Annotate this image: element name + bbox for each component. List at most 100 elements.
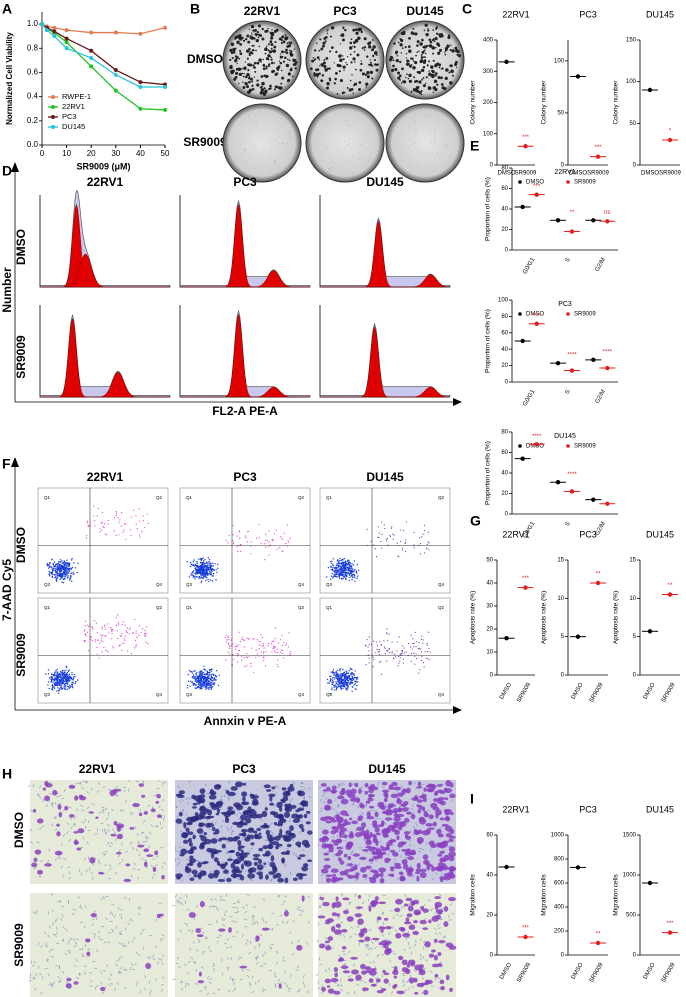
event bbox=[58, 684, 60, 686]
cell bbox=[187, 838, 193, 843]
fiber bbox=[72, 912, 75, 916]
colony bbox=[431, 46, 435, 50]
fiber bbox=[48, 848, 51, 852]
colony bbox=[292, 58, 296, 62]
fiber bbox=[64, 952, 68, 956]
colony bbox=[257, 24, 261, 28]
colony bbox=[260, 61, 262, 63]
colony bbox=[339, 78, 343, 83]
event bbox=[203, 681, 205, 684]
colony bbox=[426, 64, 429, 67]
fiber bbox=[308, 786, 311, 790]
event bbox=[203, 676, 205, 678]
colony bbox=[437, 76, 441, 79]
event bbox=[195, 563, 197, 566]
cell bbox=[272, 866, 278, 873]
colony bbox=[447, 34, 451, 37]
cell bbox=[304, 803, 309, 807]
event bbox=[348, 676, 350, 679]
fiber bbox=[82, 780, 86, 782]
event bbox=[380, 547, 383, 549]
event bbox=[115, 534, 117, 537]
colony bbox=[448, 71, 451, 74]
event bbox=[418, 537, 421, 539]
event bbox=[250, 665, 252, 668]
colony bbox=[316, 56, 320, 59]
event bbox=[342, 575, 345, 577]
cell bbox=[298, 823, 304, 829]
event bbox=[391, 641, 393, 643]
colony bbox=[248, 47, 251, 51]
event bbox=[202, 576, 205, 578]
cell bbox=[198, 971, 202, 977]
event bbox=[345, 678, 348, 681]
event bbox=[283, 532, 285, 534]
event bbox=[54, 682, 56, 685]
event bbox=[92, 628, 94, 630]
event bbox=[192, 682, 194, 685]
event bbox=[402, 662, 404, 664]
fiber bbox=[176, 956, 180, 960]
event bbox=[426, 644, 428, 646]
colony bbox=[397, 71, 401, 75]
colony bbox=[287, 72, 291, 76]
event bbox=[350, 678, 353, 680]
event bbox=[142, 515, 144, 517]
event bbox=[205, 579, 207, 582]
event bbox=[226, 639, 228, 641]
event bbox=[58, 690, 60, 692]
colony bbox=[444, 132, 446, 134]
event bbox=[412, 638, 414, 640]
event bbox=[54, 564, 56, 567]
colony bbox=[355, 28, 358, 32]
event bbox=[192, 561, 194, 563]
event bbox=[201, 576, 203, 579]
event bbox=[53, 565, 55, 567]
event bbox=[203, 565, 206, 567]
fiber bbox=[225, 893, 228, 897]
event bbox=[84, 639, 86, 642]
background bbox=[30, 893, 168, 997]
event bbox=[346, 681, 348, 684]
colony bbox=[432, 29, 435, 31]
row-label: SR9009 bbox=[14, 633, 28, 677]
colony bbox=[411, 57, 414, 60]
colony bbox=[374, 51, 377, 55]
colony bbox=[419, 42, 423, 46]
fiber bbox=[300, 786, 304, 788]
event bbox=[64, 685, 66, 688]
colony bbox=[313, 72, 316, 75]
event bbox=[201, 566, 204, 568]
fiber bbox=[121, 942, 125, 946]
fiber bbox=[363, 838, 367, 842]
fiber bbox=[340, 783, 344, 786]
colony bbox=[248, 88, 253, 92]
colony bbox=[366, 71, 370, 75]
fiber bbox=[175, 962, 179, 965]
fiber bbox=[152, 958, 156, 960]
fiber bbox=[49, 949, 51, 953]
event bbox=[338, 564, 340, 567]
colony bbox=[286, 58, 289, 61]
event bbox=[144, 630, 146, 632]
event bbox=[55, 580, 58, 582]
event bbox=[271, 640, 273, 642]
fiber bbox=[141, 832, 144, 836]
colony bbox=[428, 132, 430, 134]
fiber bbox=[234, 987, 236, 991]
event bbox=[115, 617, 118, 619]
fiber bbox=[230, 830, 234, 834]
cell bbox=[187, 849, 194, 855]
fiber bbox=[324, 797, 328, 801]
fiber bbox=[263, 962, 267, 965]
event bbox=[400, 529, 402, 531]
cell bbox=[88, 811, 94, 814]
event bbox=[215, 569, 217, 571]
event bbox=[341, 573, 343, 575]
event bbox=[57, 677, 60, 679]
cell bbox=[244, 836, 251, 842]
colony bbox=[326, 122, 328, 124]
colony bbox=[253, 66, 256, 69]
event bbox=[216, 676, 218, 678]
event bbox=[67, 575, 69, 577]
